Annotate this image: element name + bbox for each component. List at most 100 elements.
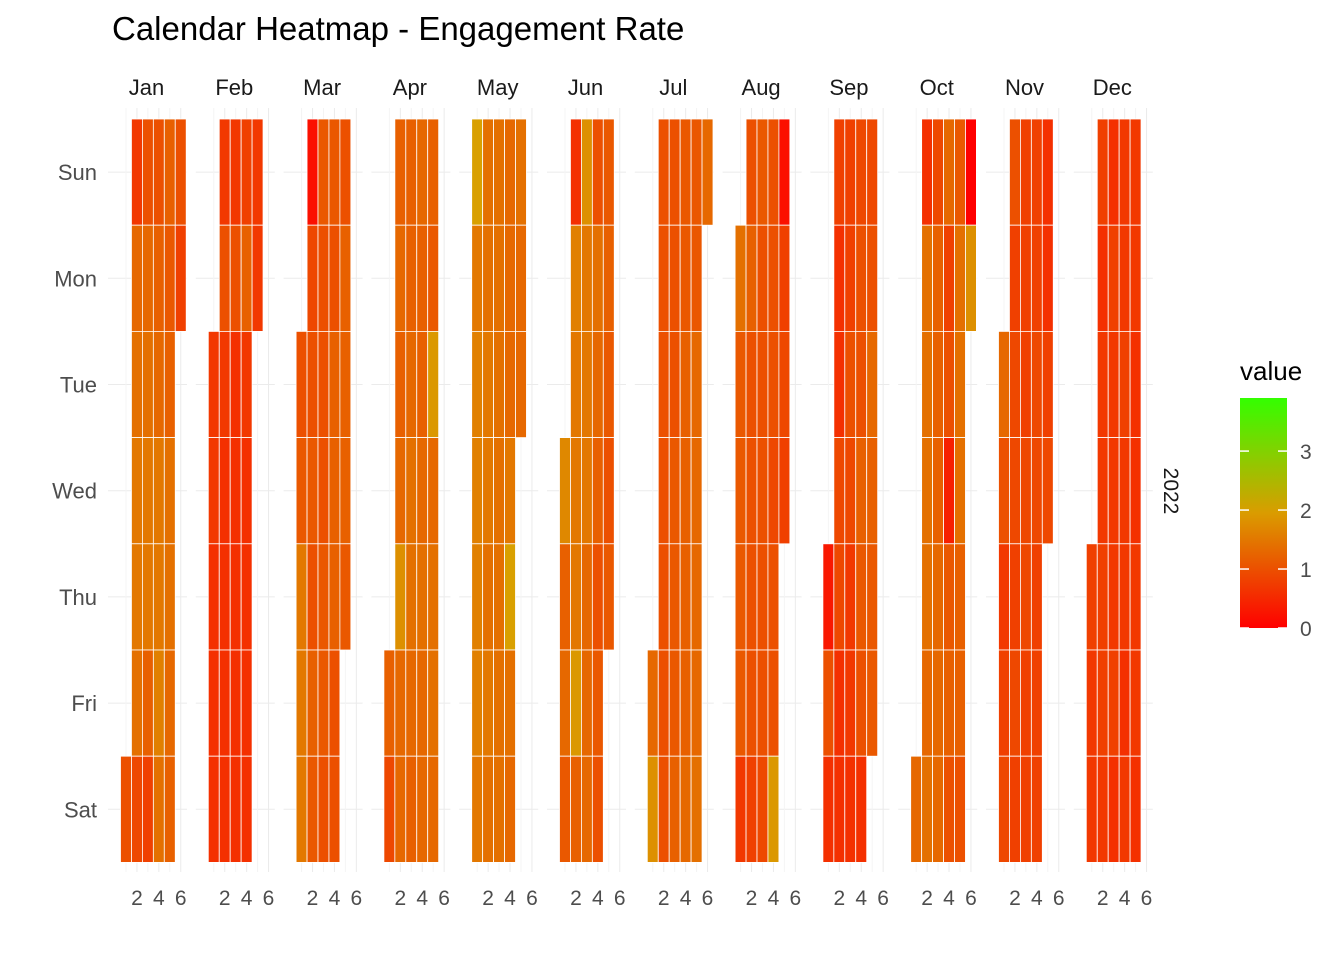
heatmap-cell <box>1107 437 1120 545</box>
heatmap-cell <box>591 649 604 757</box>
heatmap-cell <box>405 649 418 757</box>
heatmap-cell <box>317 437 330 545</box>
heatmap-cell <box>328 118 341 226</box>
heatmap-cell <box>504 330 516 438</box>
heatmap-cell <box>482 118 494 226</box>
heatmap-cell <box>131 437 143 545</box>
legend-tick-label: 2 <box>1300 500 1312 523</box>
heatmap-cell <box>1096 755 1109 863</box>
heatmap-cell <box>339 437 352 545</box>
heatmap-cell <box>163 755 176 863</box>
heatmap-cell <box>1118 330 1131 438</box>
heatmap-cell <box>855 543 868 651</box>
heatmap-cell <box>317 649 330 757</box>
heatmap-cell <box>152 755 165 863</box>
heatmap-cell <box>1129 543 1142 651</box>
heatmap-cell <box>504 118 516 226</box>
heatmap-cell <box>1096 437 1109 545</box>
heatmap-cell <box>339 118 352 226</box>
heatmap-cell <box>679 437 692 545</box>
heatmap-cell <box>295 755 308 863</box>
heatmap-cell <box>855 755 868 863</box>
heatmap-cell <box>767 755 780 863</box>
heatmap-cell <box>317 755 330 863</box>
x-tick-label: 2 <box>131 887 143 910</box>
heatmap-cell <box>745 437 758 545</box>
heatmap-cell <box>1118 437 1131 545</box>
heatmap-cell <box>756 543 769 651</box>
heatmap-cell <box>581 543 593 651</box>
heatmap-cell <box>493 437 505 545</box>
heatmap-cell <box>943 543 955 651</box>
heatmap-cell <box>152 543 165 651</box>
heatmap-cell <box>591 224 604 332</box>
heatmap-cell <box>668 437 681 545</box>
heatmap-cell <box>1009 224 1021 332</box>
heatmap-cell <box>591 755 604 863</box>
weekday-label: Tue <box>60 373 97 398</box>
heatmap-cell <box>943 224 955 332</box>
heatmap-cell <box>163 118 176 226</box>
heatmap-cell <box>493 755 505 863</box>
heatmap-cell <box>306 755 319 863</box>
heatmap-cell <box>943 437 955 545</box>
heatmap-cell <box>163 224 176 332</box>
month-label: May <box>477 75 519 100</box>
legend-colorbar <box>1240 398 1287 628</box>
heatmap-cell <box>482 224 494 332</box>
heatmap-cell <box>965 118 977 226</box>
legend-title: value <box>1240 356 1302 386</box>
heatmap-cell <box>965 224 977 332</box>
heatmap-cell <box>131 330 143 438</box>
heatmap-cell <box>405 330 418 438</box>
heatmap-cell <box>910 755 923 863</box>
heatmap-cell <box>1118 224 1131 332</box>
heatmap-cell <box>240 755 253 863</box>
heatmap-cell <box>218 224 231 332</box>
heatmap-cell <box>131 118 143 226</box>
heatmap-cell <box>1020 649 1032 757</box>
heatmap-cell <box>657 118 670 226</box>
heatmap-cell <box>1085 649 1098 757</box>
heatmap-cell <box>701 118 714 226</box>
heatmap-cell <box>822 755 835 863</box>
heatmap-cell <box>339 330 352 438</box>
heatmap-cell <box>932 118 944 226</box>
heatmap-cell <box>734 543 747 651</box>
heatmap-cell <box>646 755 659 863</box>
heatmap-cell <box>493 330 505 438</box>
heatmap-cell <box>1009 649 1021 757</box>
heatmap-cell <box>745 118 758 226</box>
heatmap-cell <box>427 330 440 438</box>
heatmap-cell <box>866 118 879 226</box>
heatmap-cell <box>690 330 703 438</box>
heatmap-cell <box>1009 755 1021 863</box>
heatmap-cell <box>921 649 934 757</box>
heatmap-cell <box>240 437 253 545</box>
heatmap-cell <box>767 437 780 545</box>
heatmap-cell <box>1085 543 1098 651</box>
month-label: Feb <box>215 75 253 100</box>
heatmap-cell <box>657 755 670 863</box>
heatmap-cell <box>218 543 231 651</box>
heatmap-cell <box>306 330 319 438</box>
heatmap-cell <box>152 224 165 332</box>
heatmap-cell <box>141 330 154 438</box>
heatmap-cell <box>921 437 934 545</box>
heatmap-cell <box>207 755 220 863</box>
heatmap-cell <box>405 118 418 226</box>
x-tick-label: 4 <box>680 887 692 910</box>
heatmap-cell <box>778 224 791 332</box>
heatmap-cell <box>855 224 868 332</box>
heatmap-cell <box>932 330 944 438</box>
heatmap-cell <box>394 543 407 651</box>
heatmap-cell <box>306 649 319 757</box>
heatmap-cell <box>690 649 703 757</box>
heatmap-cell <box>317 224 330 332</box>
x-tick-label: 2 <box>482 887 494 910</box>
heatmap-cell <box>679 224 692 332</box>
heatmap-cell <box>954 118 966 226</box>
heatmap-cell <box>504 224 516 332</box>
heatmap-cell <box>921 118 934 226</box>
x-tick-label: 4 <box>241 887 253 910</box>
